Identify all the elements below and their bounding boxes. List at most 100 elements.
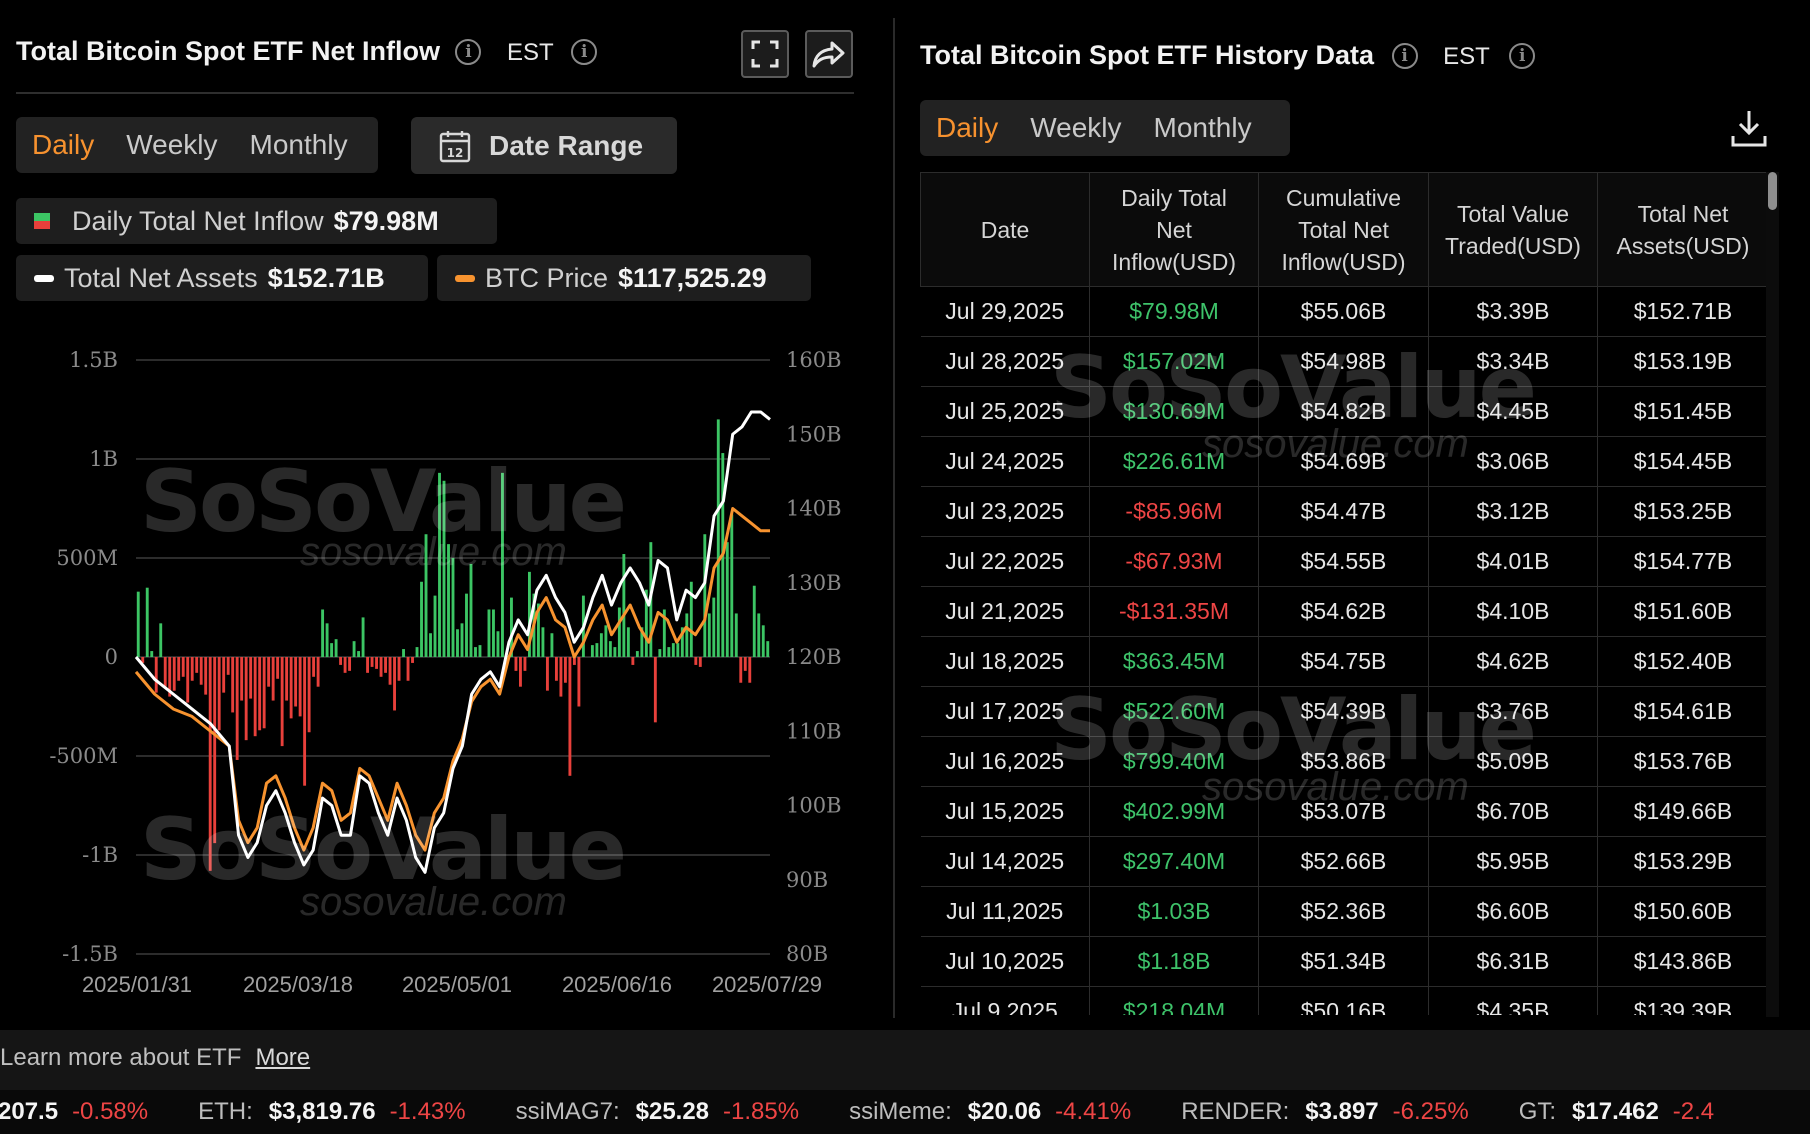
table-row[interactable]: Jul 28,2025 $157.02M $54.98B $3.34B $153.19B [920,336,1769,387]
download-button[interactable] [1730,108,1768,153]
tab-daily[interactable]: Daily [32,129,95,160]
cell-assets: $139.39B [1597,986,1769,1015]
inflow-bar [766,641,770,657]
inflow-bar [312,657,316,677]
inflow-bar [563,657,567,683]
fullscreen-button[interactable] [741,30,789,78]
info-icon[interactable]: i [455,39,482,65]
ticker-item[interactable]: RENDER: $3.897 -6.25% [1181,1098,1468,1126]
table-row[interactable]: Jul 25,2025 $130.69M $54.82B $4.45B $151.45B [920,386,1769,437]
col-daily-inflow[interactable]: Daily Total Net Inflow(USD) [1089,172,1259,287]
table-scrollbar[interactable] [1766,172,1779,1017]
y-tick-right: 150B [786,422,842,446]
table-row[interactable]: Jul 18,2025 $363.45M $54.75B $4.62B $152.40B [920,636,1769,687]
ticker-item[interactable]: ETH: $3,819.76 -1.43% [198,1098,466,1126]
inflow-bar [366,657,370,673]
inflow-bar [208,657,212,871]
inflow-bar [631,657,635,665]
inflow-bar [595,643,599,657]
col-value-traded[interactable]: Total Value Traded(USD) [1428,172,1598,287]
cell-assets: $150.60B [1597,886,1769,937]
ticker-item[interactable]: ssiMAG7: $25.28 -1.85% [516,1098,799,1126]
inflow-bar [730,514,734,657]
legend-assets[interactable]: Total Net Assets $152.71B [16,255,428,301]
inflow-bar [761,625,765,657]
tab-monthly[interactable]: Monthly [249,129,348,160]
ticker-item[interactable]: ssiMeme: $20.06 -4.41% [849,1098,1131,1126]
inflow-bar [406,657,410,681]
inflow-bar [361,617,365,657]
inflow-bar [258,657,262,731]
ticker-item[interactable]: 207.5 -0.58% [0,1098,148,1126]
inflow-bar [352,641,356,657]
panel-divider [893,18,895,1018]
download-icon [1731,111,1767,147]
ticker-price: $17.462 [1572,1098,1659,1125]
table-row[interactable]: Jul 24,2025 $226.61M $54.69B $3.06B $154.45B [920,436,1769,487]
history-table[interactable]: Date Daily Total Net Inflow(USD) Cumulat… [920,172,1778,1015]
ticker-change: -2.4 [1672,1098,1715,1125]
table-row[interactable]: Jul 11,2025 $1.03B $52.36B $6.60B $150.60B [920,886,1769,937]
inflow-bar [325,623,329,657]
table-row[interactable]: Jul 9,2025 $218.04M $50.16B $4.35B $139.39B [920,986,1769,1015]
tab-daily[interactable]: Daily [936,112,999,143]
cell-date: Jul 17,2025 [920,686,1090,737]
table-row[interactable]: Jul 17,2025 $522.60M $54.39B $3.76B $154.61B [920,686,1769,737]
col-net-assets[interactable]: Total Net Assets(USD) [1597,172,1769,287]
inflow-bar [442,480,446,657]
legend-btc[interactable]: BTC Price $117,525.29 [437,255,811,301]
legend-assets-value: $152.71B [267,262,385,293]
inflow-bar [321,609,325,657]
cell-traded: $6.70B [1428,786,1598,837]
cell-inflow: $157.02M [1089,336,1259,387]
cell-date: Jul 22,2025 [920,536,1090,587]
learn-more-link[interactable]: More [255,1044,311,1071]
legend-inflow[interactable]: Daily Total Net Inflow $79.98M [16,198,497,244]
inflow-bar [447,544,450,657]
inflow-bar [420,581,423,657]
cell-assets: $153.25B [1597,486,1769,537]
inflow-bar [145,587,149,657]
timezone-info-icon[interactable]: i [571,39,598,65]
inflow-bar [653,657,657,723]
tab-weekly[interactable]: Weekly [126,129,218,160]
cell-traded: $6.60B [1428,886,1598,937]
inflow-bar [429,633,432,657]
tab-weekly[interactable]: Weekly [1030,112,1122,143]
ticker-change: -6.25% [1392,1098,1469,1125]
table-row[interactable]: Jul 29,2025 $79.98M $55.06B $3.39B $152.71B [920,286,1769,337]
cell-cum: $55.06B [1258,286,1429,337]
table-row[interactable]: Jul 22,2025 -$67.93M $54.55B $4.01B $154.77B [920,536,1769,587]
date-range-button[interactable]: 12 Date Range [411,117,677,174]
col-date[interactable]: Date [920,172,1090,287]
table-row[interactable]: Jul 14,2025 $297.40M $52.66B $5.95B $153.29B [920,836,1769,887]
inflow-bar [168,657,172,697]
cell-traded: $3.34B [1428,336,1598,387]
inflow-bar [357,651,361,657]
cell-inflow: $130.69M [1089,386,1259,437]
table-row[interactable]: Jul 15,2025 $402.99M $53.07B $6.70B $149.66B [920,786,1769,837]
ticker-item[interactable]: GT: $17.462 -2.4 [1519,1098,1714,1126]
col-cumulative-inflow[interactable]: Cumulative Total Net Inflow(USD) [1258,172,1429,287]
y-tick-right: 120B [786,645,842,669]
cell-assets: $154.77B [1597,536,1769,587]
cell-inflow: $1.03B [1089,886,1259,937]
cell-cum: $54.98B [1258,336,1429,387]
inflow-bar [217,657,221,731]
y-tick-right: 90B [786,868,828,892]
table-scrollbar-thumb[interactable] [1768,172,1777,210]
table-row[interactable]: Jul 21,2025 -$131.35M $54.62B $4.10B $151.60… [920,586,1769,637]
share-button[interactable] [805,30,853,78]
inflow-bar [469,563,473,657]
table-row[interactable]: Jul 16,2025 $799.40M $53.86B $5.09B $153.76B [920,736,1769,787]
table-row[interactable]: Jul 10,2025 $1.18B $51.34B $6.31B $143.86B [920,936,1769,987]
cell-cum: $53.86B [1258,736,1429,787]
inflow-chart[interactable]: 1.5B 1B 500M 0 -500M -1B -1.5B 160B 150B 140B 130B… [0,330,880,1010]
table-row[interactable]: Jul 23,2025 -$85.96M $54.47B $3.12B $153.25B [920,486,1769,537]
inflow-bar [514,657,518,671]
y-tick-right: 80B [786,942,828,966]
tab-monthly[interactable]: Monthly [1153,112,1252,143]
history-panel: Total Bitcoin Spot ETF History Data i ES… [910,0,1810,1030]
info-icon[interactable]: i [1391,43,1418,69]
timezone-info-icon[interactable]: i [1509,43,1536,69]
